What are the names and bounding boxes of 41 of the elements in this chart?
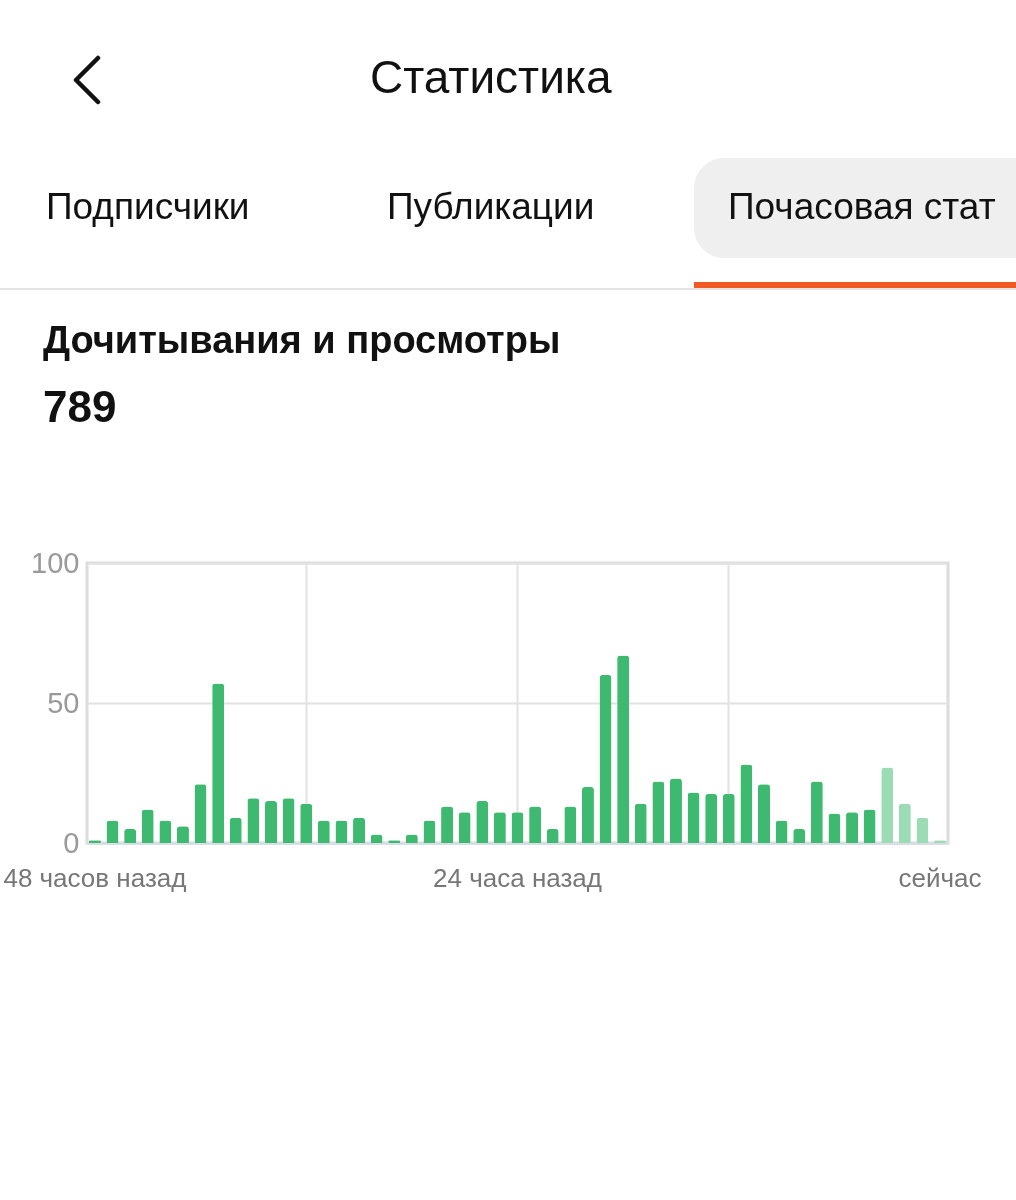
x-tick-label: 48 часов назад [3, 862, 187, 893]
bar [810, 781, 823, 843]
bar [194, 784, 207, 843]
bar [212, 683, 225, 843]
bar [265, 801, 277, 843]
bar [687, 792, 700, 843]
text: Почасовая стат [728, 186, 996, 228]
bar [863, 809, 876, 843]
bar [529, 806, 542, 843]
chart-subtitle: 789 [43, 382, 117, 431]
bar [282, 798, 295, 843]
bar [441, 806, 454, 843]
bar [828, 813, 841, 843]
chart-title: Дочитывания и просмотры [43, 319, 561, 361]
text: Статистика [370, 50, 612, 104]
bar [898, 803, 911, 843]
bar [722, 794, 735, 843]
bar [300, 803, 313, 843]
bar [669, 778, 682, 843]
y-tick-label: 50 [47, 686, 80, 719]
bar [740, 764, 753, 843]
bar [564, 806, 577, 843]
x-tick-label: 24 часа назад [433, 862, 602, 893]
bar [476, 801, 489, 843]
y-tick-label: 100 [31, 546, 80, 579]
text: Публикации [387, 186, 595, 228]
bar [581, 787, 594, 843]
bar [881, 767, 894, 843]
bar [652, 781, 665, 843]
bar [758, 784, 770, 843]
x-tick-label: сейчас [898, 862, 982, 893]
bar [599, 675, 612, 843]
y-tick-label: 0 [63, 826, 80, 859]
bar [141, 809, 154, 843]
text: Подписчики [46, 186, 250, 228]
bar [247, 798, 260, 843]
bar [634, 803, 647, 843]
bar [705, 794, 718, 843]
bar [916, 817, 929, 843]
bar [229, 817, 242, 843]
bar [617, 655, 630, 843]
